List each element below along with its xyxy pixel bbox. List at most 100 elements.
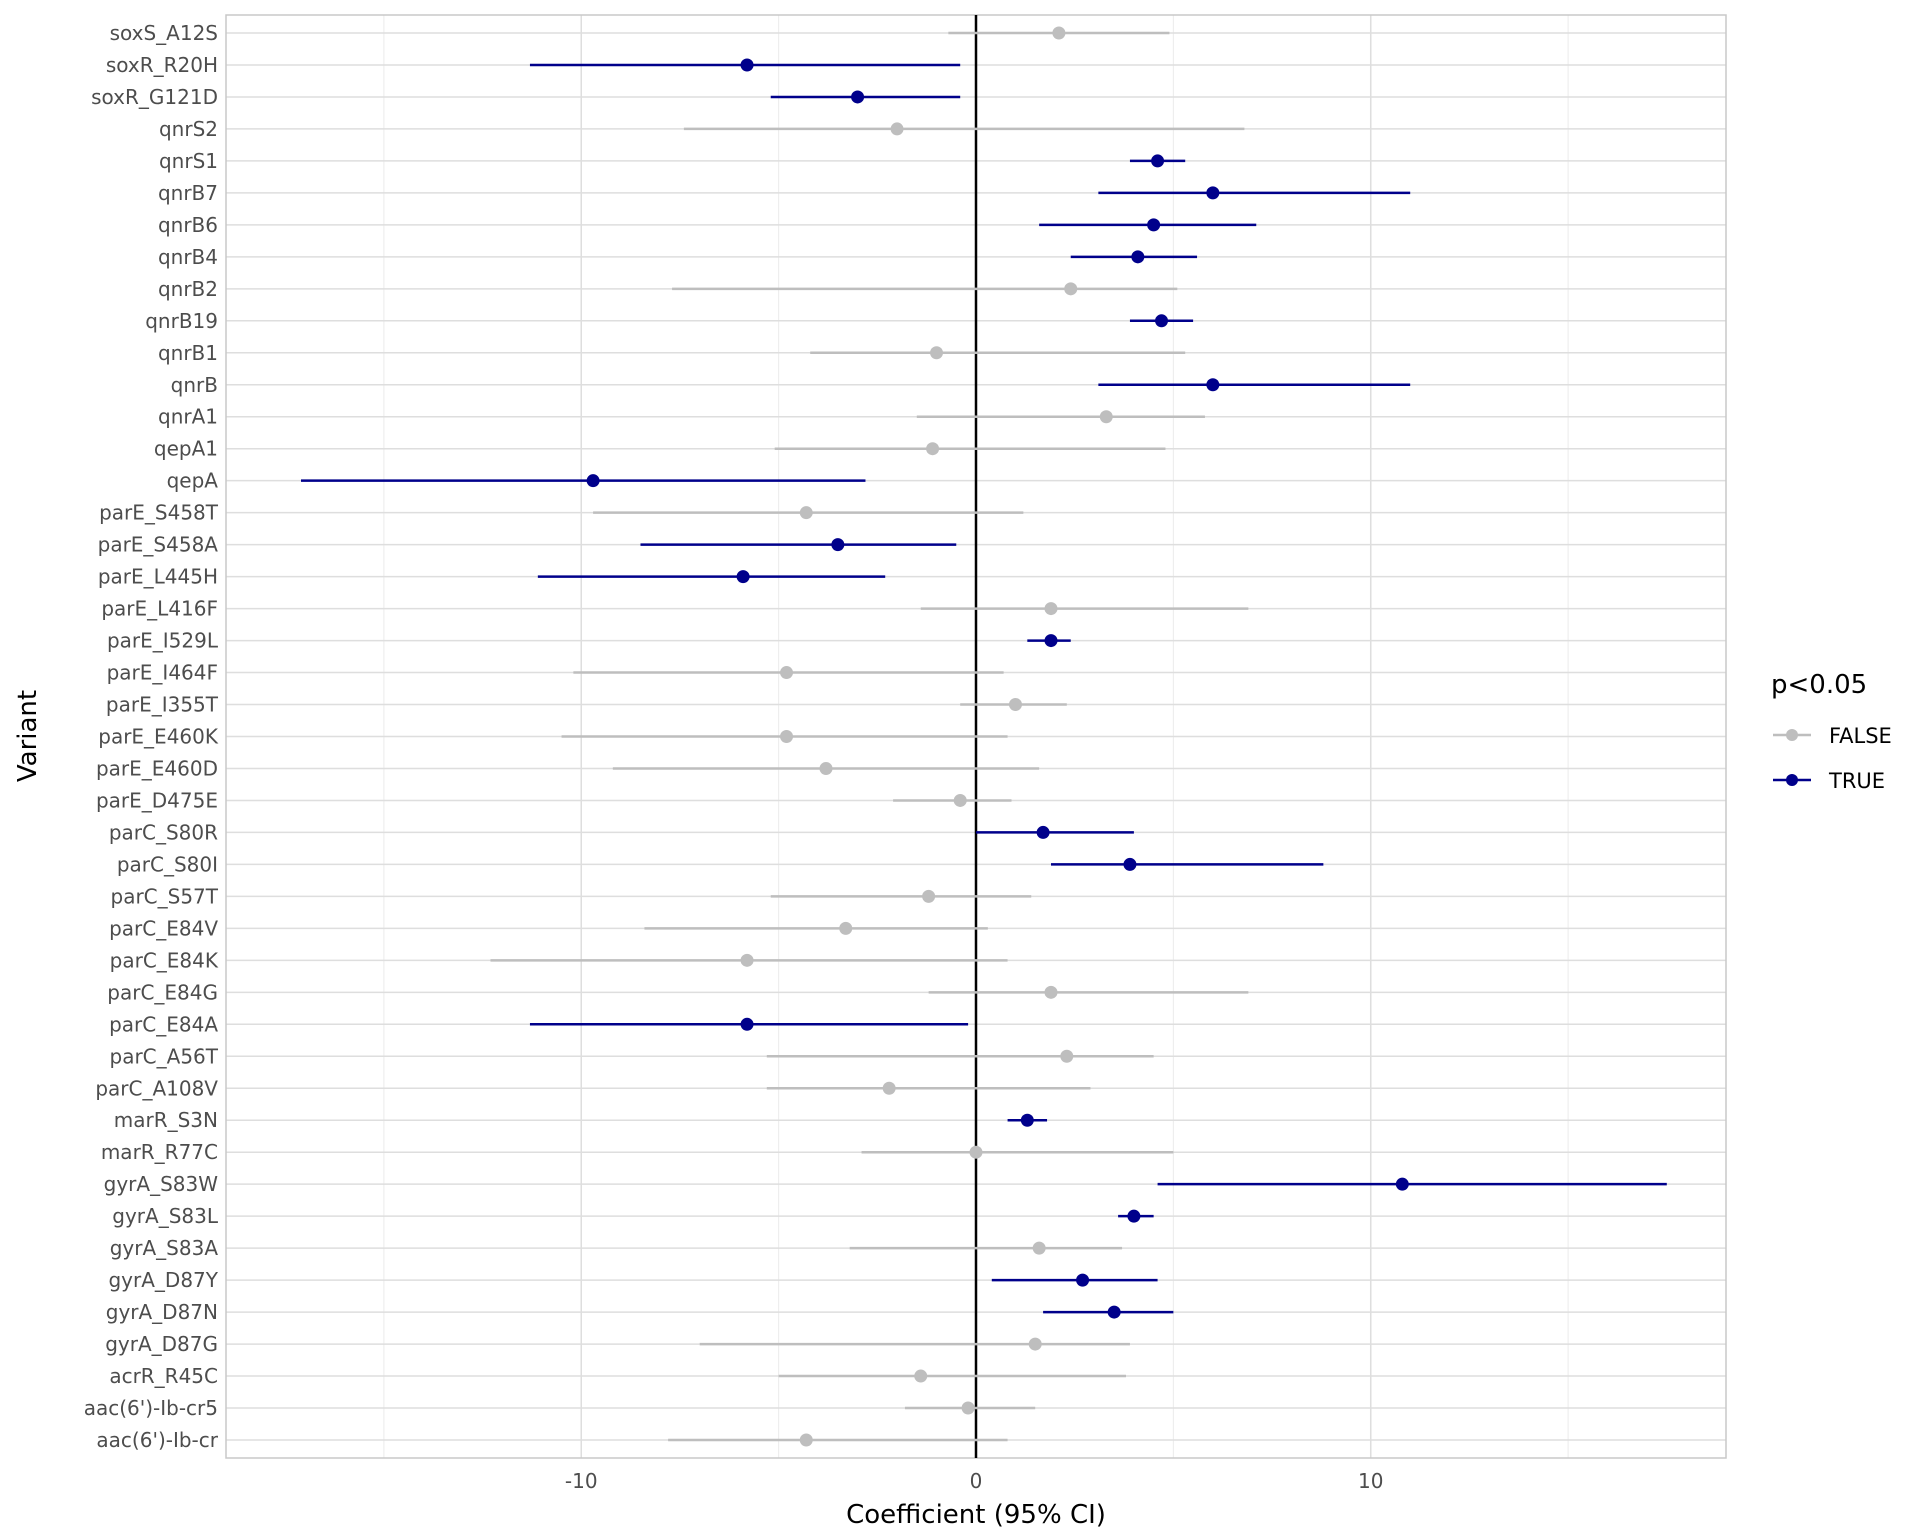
variant-mark-soxs-a12s xyxy=(948,26,1170,40)
x-tick-label-10: 10 xyxy=(1358,1469,1383,1493)
variant-mark-qnrb2 xyxy=(672,282,1178,296)
variant-mark-qnrb1 xyxy=(810,346,1186,360)
variant-mark-qepa1 xyxy=(774,442,1166,456)
variant-mark-aac-6-ib-cr xyxy=(668,1433,1008,1447)
legend-key-false-point xyxy=(1786,729,1798,741)
y-tick-label-parc-s80r: parC_S80R xyxy=(109,820,218,844)
estimate-point-aac-6-ib-cr xyxy=(799,1433,813,1447)
y-tick-label-pare-l445h: parE_L445H xyxy=(98,565,218,589)
variant-mark-qnrs2 xyxy=(683,122,1245,136)
y-tick-label-soxs-a12s: soxS_A12S xyxy=(110,21,218,45)
variant-mark-parc-a56t xyxy=(766,1049,1154,1063)
x-axis-title: Coefficient (95% CI) xyxy=(846,1500,1106,1530)
variant-mark-pare-l445h xyxy=(537,570,886,584)
y-tick-label-qnrb19: qnrB19 xyxy=(145,309,218,333)
y-tick-label-gyra-s83a: gyrA_S83A xyxy=(110,1236,219,1260)
variant-mark-pare-e460k xyxy=(561,730,1008,743)
estimate-point-pare-l416f xyxy=(1044,602,1058,616)
y-tick-label-qnrb: qnrB xyxy=(171,373,218,397)
estimate-point-pare-s458a xyxy=(831,538,845,552)
variant-mark-soxr-g121d xyxy=(770,90,961,104)
y-tick-label-qepa: qepA xyxy=(167,469,219,493)
y-tick-label-parc-e84k: parC_E84K xyxy=(110,948,219,972)
estimate-point-parc-e84g xyxy=(1044,985,1058,999)
estimate-point-qepa1 xyxy=(926,442,940,456)
variant-mark-gyra-d87n xyxy=(1043,1305,1174,1319)
variant-mark-parc-s80r xyxy=(976,825,1134,839)
estimate-point-parc-s57t xyxy=(922,889,936,903)
estimate-point-qnrb6 xyxy=(1147,218,1161,232)
estimate-point-parc-e84k xyxy=(740,953,754,967)
y-tick-label-marr-r77c: marR_R77C xyxy=(101,1140,218,1164)
estimate-point-parc-e84a xyxy=(740,1017,754,1031)
variant-mark-qnra1 xyxy=(916,410,1205,424)
variant-mark-marr-s3n xyxy=(1007,1113,1048,1127)
y-tick-label-parc-e84a: parC_E84A xyxy=(109,1012,218,1036)
y-tick-label-gyra-s83w: gyrA_S83W xyxy=(104,1172,219,1196)
variant-mark-pare-s458a xyxy=(640,538,957,552)
variant-mark-qnrb7 xyxy=(1098,186,1411,200)
y-tick-label-parc-a108v: parC_A108V xyxy=(95,1076,218,1100)
estimate-point-qnrs1 xyxy=(1151,154,1165,168)
y-tick-label-gyra-d87g: gyrA_D87G xyxy=(105,1332,218,1356)
legend-key-true-point xyxy=(1786,774,1798,786)
y-tick-label-aac-6-ib-cr5: aac(6')-Ib-cr5 xyxy=(84,1396,218,1420)
estimate-point-parc-s80i xyxy=(1123,857,1137,871)
legend-label-true: TRUE xyxy=(1828,769,1885,793)
variant-mark-parc-a108v xyxy=(766,1081,1091,1095)
variant-mark-pare-s458t xyxy=(593,506,1024,520)
variant-mark-parc-e84g xyxy=(928,985,1249,999)
variant-mark-acrr-r45c xyxy=(778,1369,1126,1383)
estimate-point-pare-e460d xyxy=(819,761,833,775)
legend: p<0.05 FALSE TRUE xyxy=(1771,670,1892,793)
y-tick-label-parc-s57t: parC_S57T xyxy=(111,884,219,908)
x-axis: -10 0 10 xyxy=(565,1469,1384,1493)
variant-mark-qnrb19 xyxy=(1129,314,1194,328)
y-tick-label-soxr-g121d: soxR_G121D xyxy=(91,85,218,109)
estimate-point-qnrb xyxy=(1206,378,1220,392)
y-tick-label-parc-e84v: parC_E84V xyxy=(109,916,218,940)
legend-entry-true: TRUE xyxy=(1773,769,1885,793)
variant-mark-qnrb4 xyxy=(1070,250,1198,264)
y-tick-label-qnrs2: qnrS2 xyxy=(159,117,218,141)
y-tick-label-qnrb1: qnrB1 xyxy=(158,341,218,365)
estimate-point-qnrb2 xyxy=(1064,282,1078,296)
y-tick-label-qnrb6: qnrB6 xyxy=(158,213,218,237)
x-tick-label-0: 0 xyxy=(970,1469,983,1493)
x-tick-label-10: -10 xyxy=(565,1469,598,1493)
estimate-point-gyra-s83a xyxy=(1032,1241,1046,1255)
y-tick-label-qnrs1: qnrS1 xyxy=(159,149,218,173)
legend-entry-false: FALSE xyxy=(1773,724,1892,748)
estimate-point-parc-e84v xyxy=(839,921,853,935)
estimate-point-aac-6-ib-cr5 xyxy=(961,1401,975,1415)
variant-mark-pare-i355t xyxy=(960,698,1067,712)
estimate-point-soxr-r20h xyxy=(740,58,754,72)
y-tick-label-marr-s3n: marR_S3N xyxy=(114,1108,218,1132)
estimate-point-pare-l445h xyxy=(736,570,750,584)
variant-mark-parc-e84v xyxy=(644,921,988,935)
variant-mark-pare-e460d xyxy=(612,761,1040,775)
estimate-point-soxs-a12s xyxy=(1052,26,1066,40)
legend-title: p<0.05 xyxy=(1771,670,1867,700)
variant-mark-parc-s80i xyxy=(1051,857,1324,871)
y-tick-label-qnra1: qnrA1 xyxy=(158,405,218,429)
y-tick-label-soxr-r20h: soxR_R20H xyxy=(106,53,218,77)
y-tick-label-acrr-r45c: acrR_R45C xyxy=(109,1364,218,1388)
y-tick-label-pare-e460k: parE_E460K xyxy=(98,725,219,749)
y-tick-label-gyra-s83l: gyrA_S83L xyxy=(112,1204,219,1228)
variant-mark-soxr-r20h xyxy=(529,58,961,72)
estimate-point-gyra-s83w xyxy=(1395,1177,1409,1191)
y-tick-label-aac-6-ib-cr: aac(6')-Ib-cr xyxy=(96,1428,218,1452)
estimate-point-pare-i355t xyxy=(1008,698,1022,712)
estimate-point-gyra-d87g xyxy=(1028,1337,1042,1351)
y-axis: soxS_A12S soxR_R20H soxR_G121D qnrS2 qnrS1 qn… xyxy=(84,21,219,1452)
estimate-point-acrr-r45c xyxy=(914,1369,928,1383)
y-tick-label-qnrb2: qnrB2 xyxy=(158,277,218,301)
y-tick-label-pare-s458t: parE_S458T xyxy=(99,501,219,525)
estimate-point-pare-i529l xyxy=(1044,634,1058,648)
y-tick-label-parc-e84g: parC_E84G xyxy=(107,980,218,1004)
y-axis-title: Variant xyxy=(13,690,43,782)
estimate-point-parc-a108v xyxy=(882,1081,896,1095)
y-tick-label-pare-i529l: parE_I529L xyxy=(107,629,219,653)
variant-mark-parc-e84a xyxy=(529,1017,969,1031)
